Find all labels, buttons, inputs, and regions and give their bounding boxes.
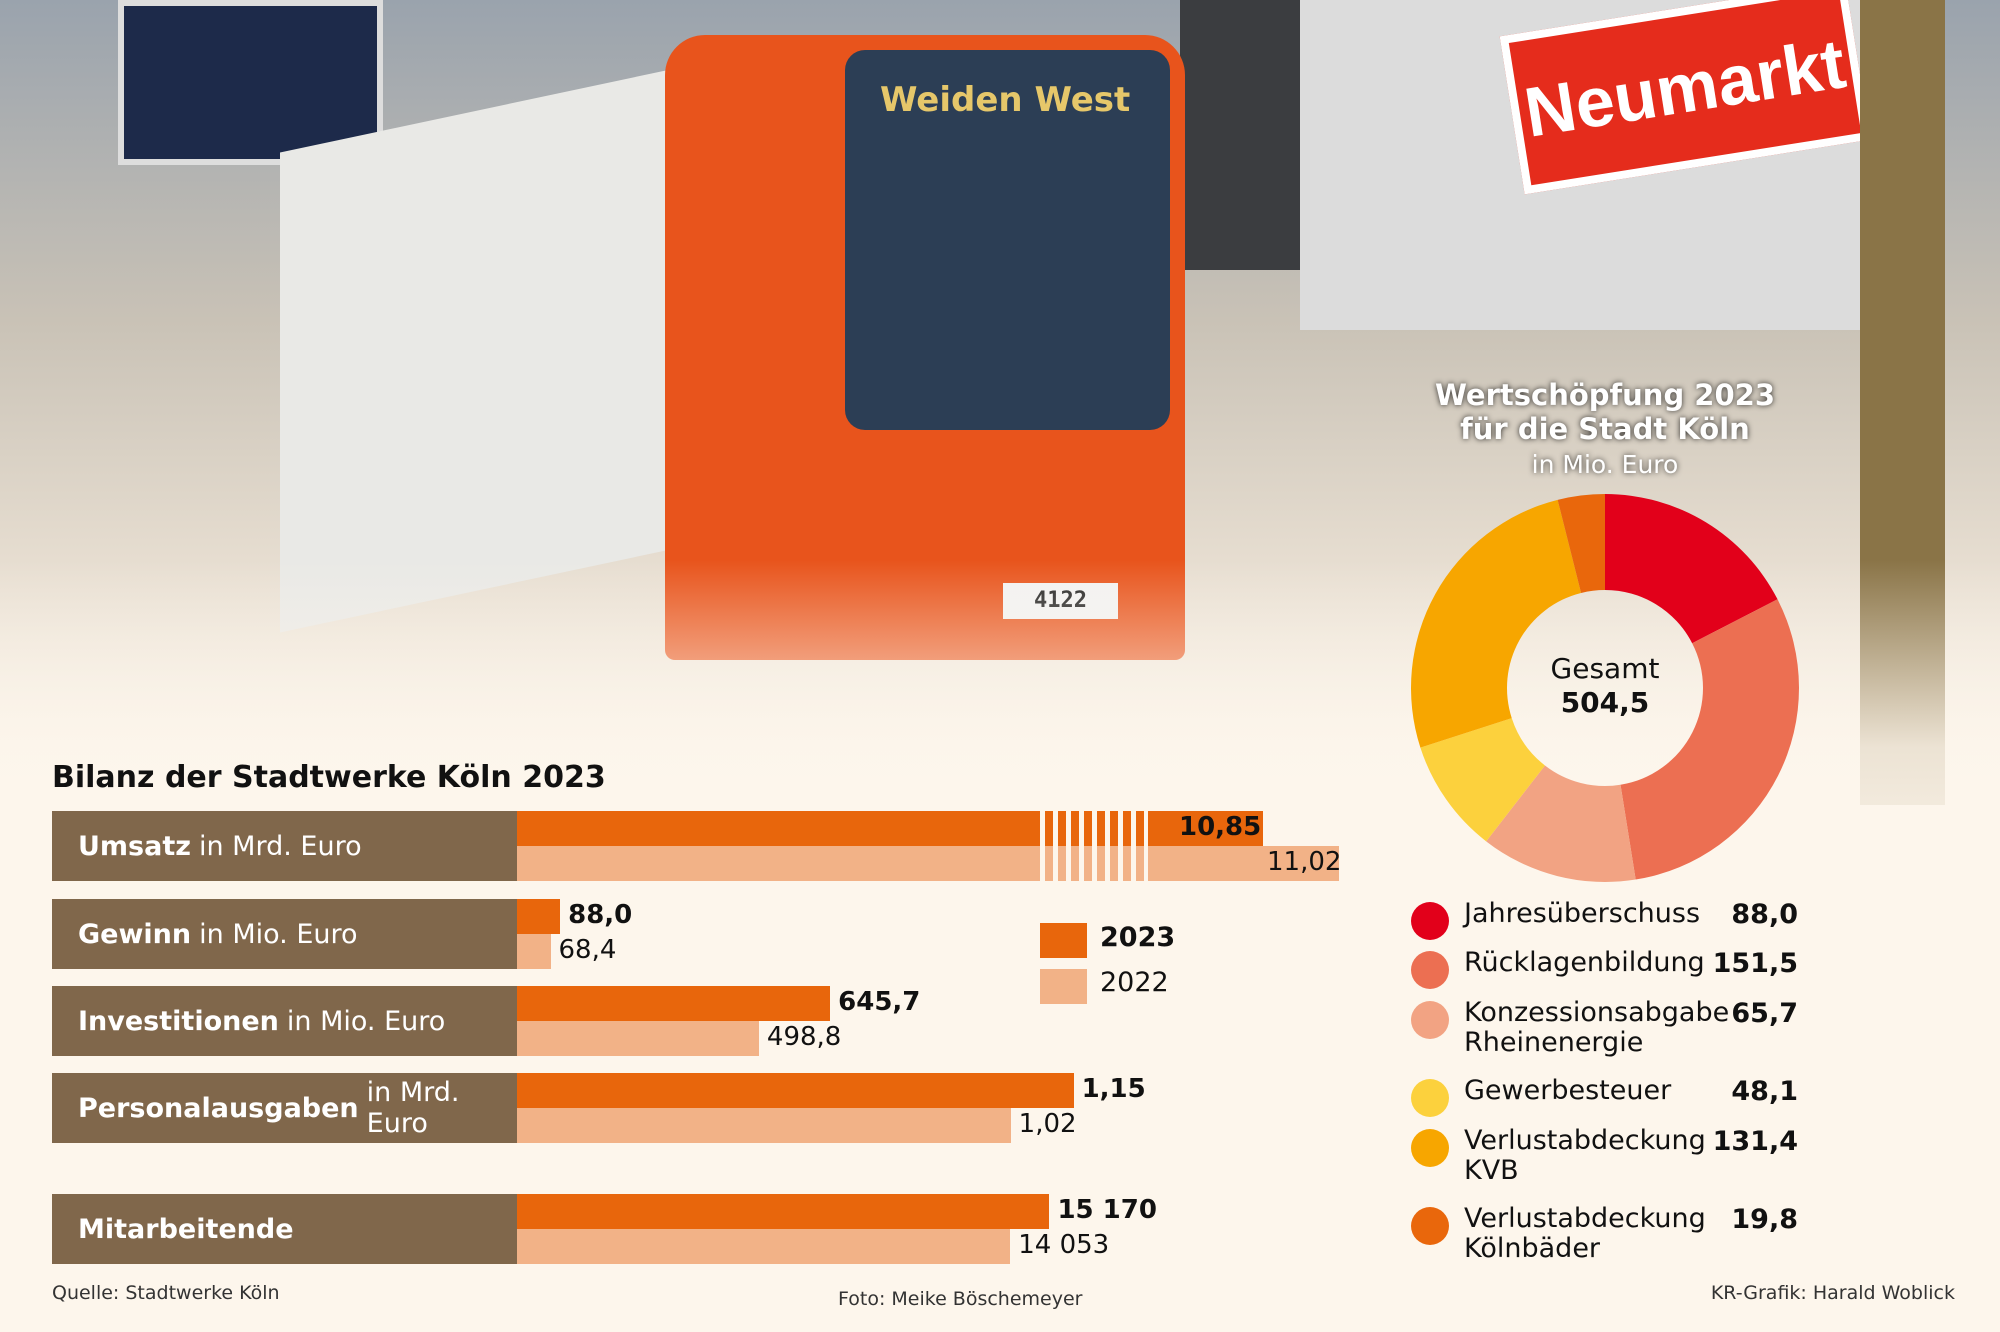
photo-credit: Foto: Meike Böschemeyer <box>838 1288 1083 1310</box>
tram-windshield <box>845 50 1170 430</box>
donut-center-label: Gesamt <box>1550 652 1660 685</box>
value-label-2022: 11,02 <box>1267 847 1342 877</box>
row-label-gewinn: Gewinn in Mio. Euro <box>52 899 517 969</box>
legend-dot <box>1411 1129 1449 1167</box>
bar-investitionen-2022 <box>517 1021 759 1056</box>
legend-label: Konzessionsabgabe Rheinenergie <box>1464 997 1730 1058</box>
bar-mitarbeitende-2023 <box>517 1194 1050 1229</box>
value-label-2023: 1,15 <box>1081 1074 1146 1104</box>
bar-personalausgaben-2022 <box>517 1108 1011 1143</box>
legend-label: Gewerbesteuer <box>1464 1075 1672 1106</box>
axis-break <box>1040 811 1148 881</box>
legend-value: 65,7 <box>1731 998 1798 1029</box>
donut-slice-0 <box>1605 494 1778 644</box>
row-unit: in Mrd. Euro <box>366 1077 460 1139</box>
legend-value: 48,1 <box>1731 1076 1798 1107</box>
source-note: Quelle: Stadtwerke Köln <box>52 1282 280 1304</box>
legend-swatch-2022 <box>1040 969 1087 1004</box>
value-label-2023: 10,85 <box>1179 812 1262 842</box>
legend-dot <box>1411 902 1449 940</box>
donut-slice-1 <box>1620 599 1799 880</box>
bar-gewinn-2022 <box>517 934 551 969</box>
value-label-2022: 498,8 <box>766 1022 842 1052</box>
row-name: Mitarbeitende <box>78 1213 294 1245</box>
row-label-personalausgaben: Personalausgaben in Mrd. Euro <box>52 1073 517 1143</box>
donut-chart <box>1411 494 1799 882</box>
legend-label-2023: 2023 <box>1100 922 1176 953</box>
donut-slice-3 <box>1420 718 1545 842</box>
donut-slice-5 <box>1557 494 1605 593</box>
value-label-2022: 14 053 <box>1018 1230 1110 1260</box>
legend-label: Verlustabdeckung KVB <box>1464 1125 1706 1186</box>
legend-dot <box>1411 1001 1449 1039</box>
legend-dot <box>1411 951 1449 989</box>
row-label-investitionen: Investitionen in Mio. Euro <box>52 986 517 1056</box>
donut-slice-4 <box>1411 499 1582 748</box>
legend-label: Verlustabdeckung Kölnbäder <box>1464 1203 1706 1264</box>
legend-label: Jahresüberschuss <box>1464 898 1701 929</box>
tram-side <box>280 67 680 633</box>
row-label-umsatz: Umsatz in Mrd. Euro <box>52 811 517 881</box>
legend-value: 88,0 <box>1731 899 1798 930</box>
legend-value: 131,4 <box>1712 1126 1798 1157</box>
donut-slice-2 <box>1486 765 1636 882</box>
pie-title-2: für die Stadt Köln <box>1460 412 1750 446</box>
legend-value: 151,5 <box>1712 948 1798 979</box>
bar-investitionen-2023 <box>517 986 831 1021</box>
donut-center-value: 504,5 <box>1560 686 1650 719</box>
row-unit: in Mio. Euro <box>199 918 358 950</box>
legend-label: Rücklagenbildung <box>1464 947 1705 978</box>
row-name: Personalausgaben <box>78 1092 359 1124</box>
legend-dot <box>1411 1207 1449 1245</box>
value-label-2023: 88,0 <box>568 900 633 930</box>
value-label-2022: 1,02 <box>1018 1109 1077 1139</box>
bar-umsatz-2022 <box>517 846 1339 881</box>
legend-label-2022: 2022 <box>1100 967 1169 998</box>
graphic-credit: KR-Grafik: Harald Woblick <box>1710 1282 1955 1304</box>
pie-title: Wertschöpfung 2023 <box>1434 378 1776 412</box>
bar-mitarbeitende-2022 <box>517 1229 1011 1264</box>
value-label-2022: 68,4 <box>558 935 617 965</box>
row-name: Umsatz <box>78 830 191 862</box>
value-label-2023: 645,7 <box>838 987 921 1017</box>
tram-destination: Weiden West <box>880 80 1131 120</box>
legend-swatch-2023 <box>1040 923 1087 958</box>
row-unit: in Mio. Euro <box>286 1005 446 1037</box>
row-name: Gewinn <box>78 918 192 950</box>
row-label-mitarbeitende: Mitarbeitende <box>52 1194 517 1264</box>
bar-personalausgaben-2023 <box>517 1073 1074 1108</box>
legend-value: 19,8 <box>1731 1204 1798 1235</box>
building <box>1180 0 1300 270</box>
pie-subtitle: in Mio. Euro <box>1531 450 1679 479</box>
value-label-2023: 15 170 <box>1057 1195 1157 1225</box>
row-unit: in Mrd. Euro <box>198 830 362 862</box>
bar-chart-title: Bilanz der Stadtwerke Köln 2023 <box>52 760 606 795</box>
departure-board <box>118 0 383 165</box>
row-name: Investitionen <box>78 1005 279 1037</box>
bar-gewinn-2023 <box>517 899 561 934</box>
legend-dot <box>1411 1079 1449 1117</box>
bar-umsatz-2023 <box>517 811 1263 846</box>
